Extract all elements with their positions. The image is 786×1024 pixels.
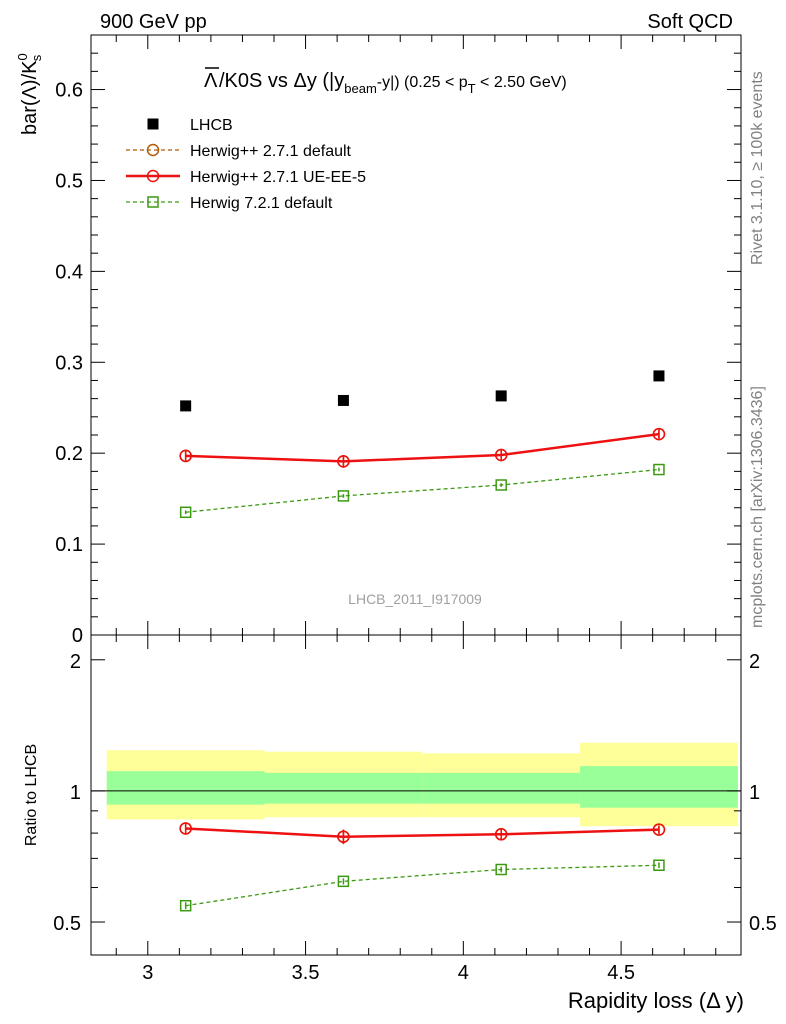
ratio-y-tick-label: 1 <box>70 782 81 804</box>
x-tick-label: 3 <box>142 962 153 984</box>
legend-marker <box>146 143 160 157</box>
ratio-data-point <box>337 830 350 843</box>
ratio-plot-area <box>179 822 666 912</box>
ratio-data-point <box>179 822 192 835</box>
analysis-watermark: LHCB_2011_I917009 <box>348 591 482 607</box>
y-tick-label: 0.2 <box>55 443 83 465</box>
ratio-y-tick-label-right: 0.5 <box>749 913 777 935</box>
main-data-point <box>337 455 350 468</box>
main-data-point <box>495 479 507 491</box>
main-series-line <box>185 468 660 513</box>
ratio-inner-band <box>106 771 265 805</box>
main-title: Λ /K0S vs Δy (|ybeam-y|) (0.25 < pT < 2.… <box>204 67 567 96</box>
ratio-data-point <box>494 828 508 841</box>
ratio-y-tick-label-right: 1 <box>749 782 760 804</box>
header-right: Soft QCD <box>647 11 733 33</box>
ratio-axes: 0.5 0.5 1 1 2 2 3 3.5 4 4.5 <box>53 635 777 984</box>
ratio-data-point <box>179 899 192 912</box>
ratio-inner-band <box>264 772 423 804</box>
ratio-data-point <box>653 859 665 872</box>
title-text: /K0S vs Δy (|ybeam-y|) (0.25 < pT < 2.50… <box>219 70 567 96</box>
header-left: 900 GeV pp <box>100 11 207 33</box>
legend-marker <box>147 196 159 208</box>
main-y-axis-label: bar(Λ)/K0s <box>15 53 44 135</box>
main-data-point <box>337 490 350 502</box>
y-tick-label: 0.5 <box>55 170 83 192</box>
main-data-point <box>180 400 192 412</box>
x-tick-label: 3.5 <box>292 962 320 984</box>
main-data-point <box>653 370 665 382</box>
main-data-point <box>494 448 508 462</box>
main-data-point <box>179 449 192 463</box>
ratio-data-point <box>652 823 666 836</box>
main-plot-area <box>179 370 666 519</box>
main-series-line <box>185 432 660 463</box>
main-axes: 0 0.1 0.2 0.3 0.4 0.5 0.6 <box>55 35 741 647</box>
y-tick-label: 0.1 <box>55 534 83 556</box>
x-axis-label: Rapidity loss (Δ y) <box>568 988 744 1013</box>
main-data-point <box>652 427 666 441</box>
ratio-uncertainty-bands <box>91 742 741 827</box>
ratio-series-line <box>185 827 659 838</box>
legend: LHCB Herwig++ 2.7.1 default Herwig++ 2.7.1… <box>126 117 366 212</box>
ratio-data-point <box>337 875 350 888</box>
x-tick-label: 4.5 <box>607 962 635 984</box>
main-data-point <box>337 394 349 406</box>
legend-label: LHCB <box>190 117 233 134</box>
legend-marker <box>146 169 160 183</box>
legend-label: Herwig++ 2.7.1 default <box>190 143 352 160</box>
ratio-data-point <box>495 863 507 876</box>
legend-marker <box>147 118 159 130</box>
ratio-inner-band <box>422 772 581 804</box>
legend-label: Herwig++ 2.7.1 UE-EE-5 <box>190 169 366 186</box>
main-panel-frame <box>90 34 742 636</box>
ratio-y-tick-label: 2 <box>70 651 81 673</box>
main-data-point <box>653 463 665 476</box>
ratio-inner-band <box>580 766 738 808</box>
ratio-y-tick-label: 0.5 <box>53 913 81 935</box>
mcplots-side-label: mcplots.cern.ch [arXiv:1306.3436] <box>749 386 766 628</box>
main-data-point <box>495 390 507 402</box>
x-tick-label: 4 <box>458 962 469 984</box>
ratio-y-axis-label: Ratio to LHCB <box>23 744 40 846</box>
rivet-side-label: Rivet 3.1.10, ≥ 100k events <box>749 71 766 265</box>
ratio-y-tick-label-right: 2 <box>749 651 760 673</box>
legend-label: Herwig 7.2.1 default <box>190 195 333 212</box>
y-tick-label: 0.4 <box>55 261 83 283</box>
y-tick-label: 0.3 <box>55 352 83 374</box>
ratio-series-line <box>185 864 659 907</box>
main-data-point <box>179 506 192 519</box>
title-lambda-bar: Λ <box>204 70 218 92</box>
y-tick-label: 0.6 <box>55 80 83 102</box>
ratio-panel-frame <box>90 634 742 956</box>
y-tick-label: 0 <box>72 625 83 647</box>
